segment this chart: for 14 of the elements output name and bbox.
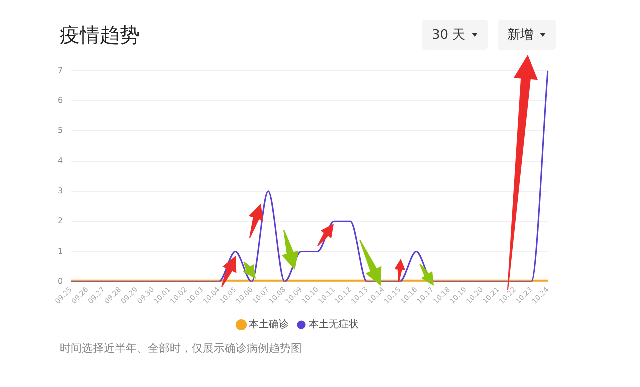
text: 时间选择近半年、全部时，仅展示确诊病例趋势图 [60, 341, 302, 356]
y-tick-label: 6 [58, 96, 64, 106]
text: 30 天 [432, 27, 466, 44]
y-tick-label: 2 [58, 216, 64, 226]
y-tick-label: 7 [58, 66, 64, 75]
y-tick-label: 4 [58, 156, 64, 166]
y-tick-label: 0 [58, 276, 64, 286]
legend-label: 本土确诊 [249, 318, 289, 331]
y-tick-label: 1 [58, 246, 64, 256]
chart-title: 疫情趋势 [60, 22, 140, 49]
y-tick-label: 5 [58, 126, 64, 136]
y-tick-label: 3 [58, 186, 64, 196]
text: 新增 [508, 27, 534, 44]
legend-label: 本土无症状 [309, 318, 359, 331]
